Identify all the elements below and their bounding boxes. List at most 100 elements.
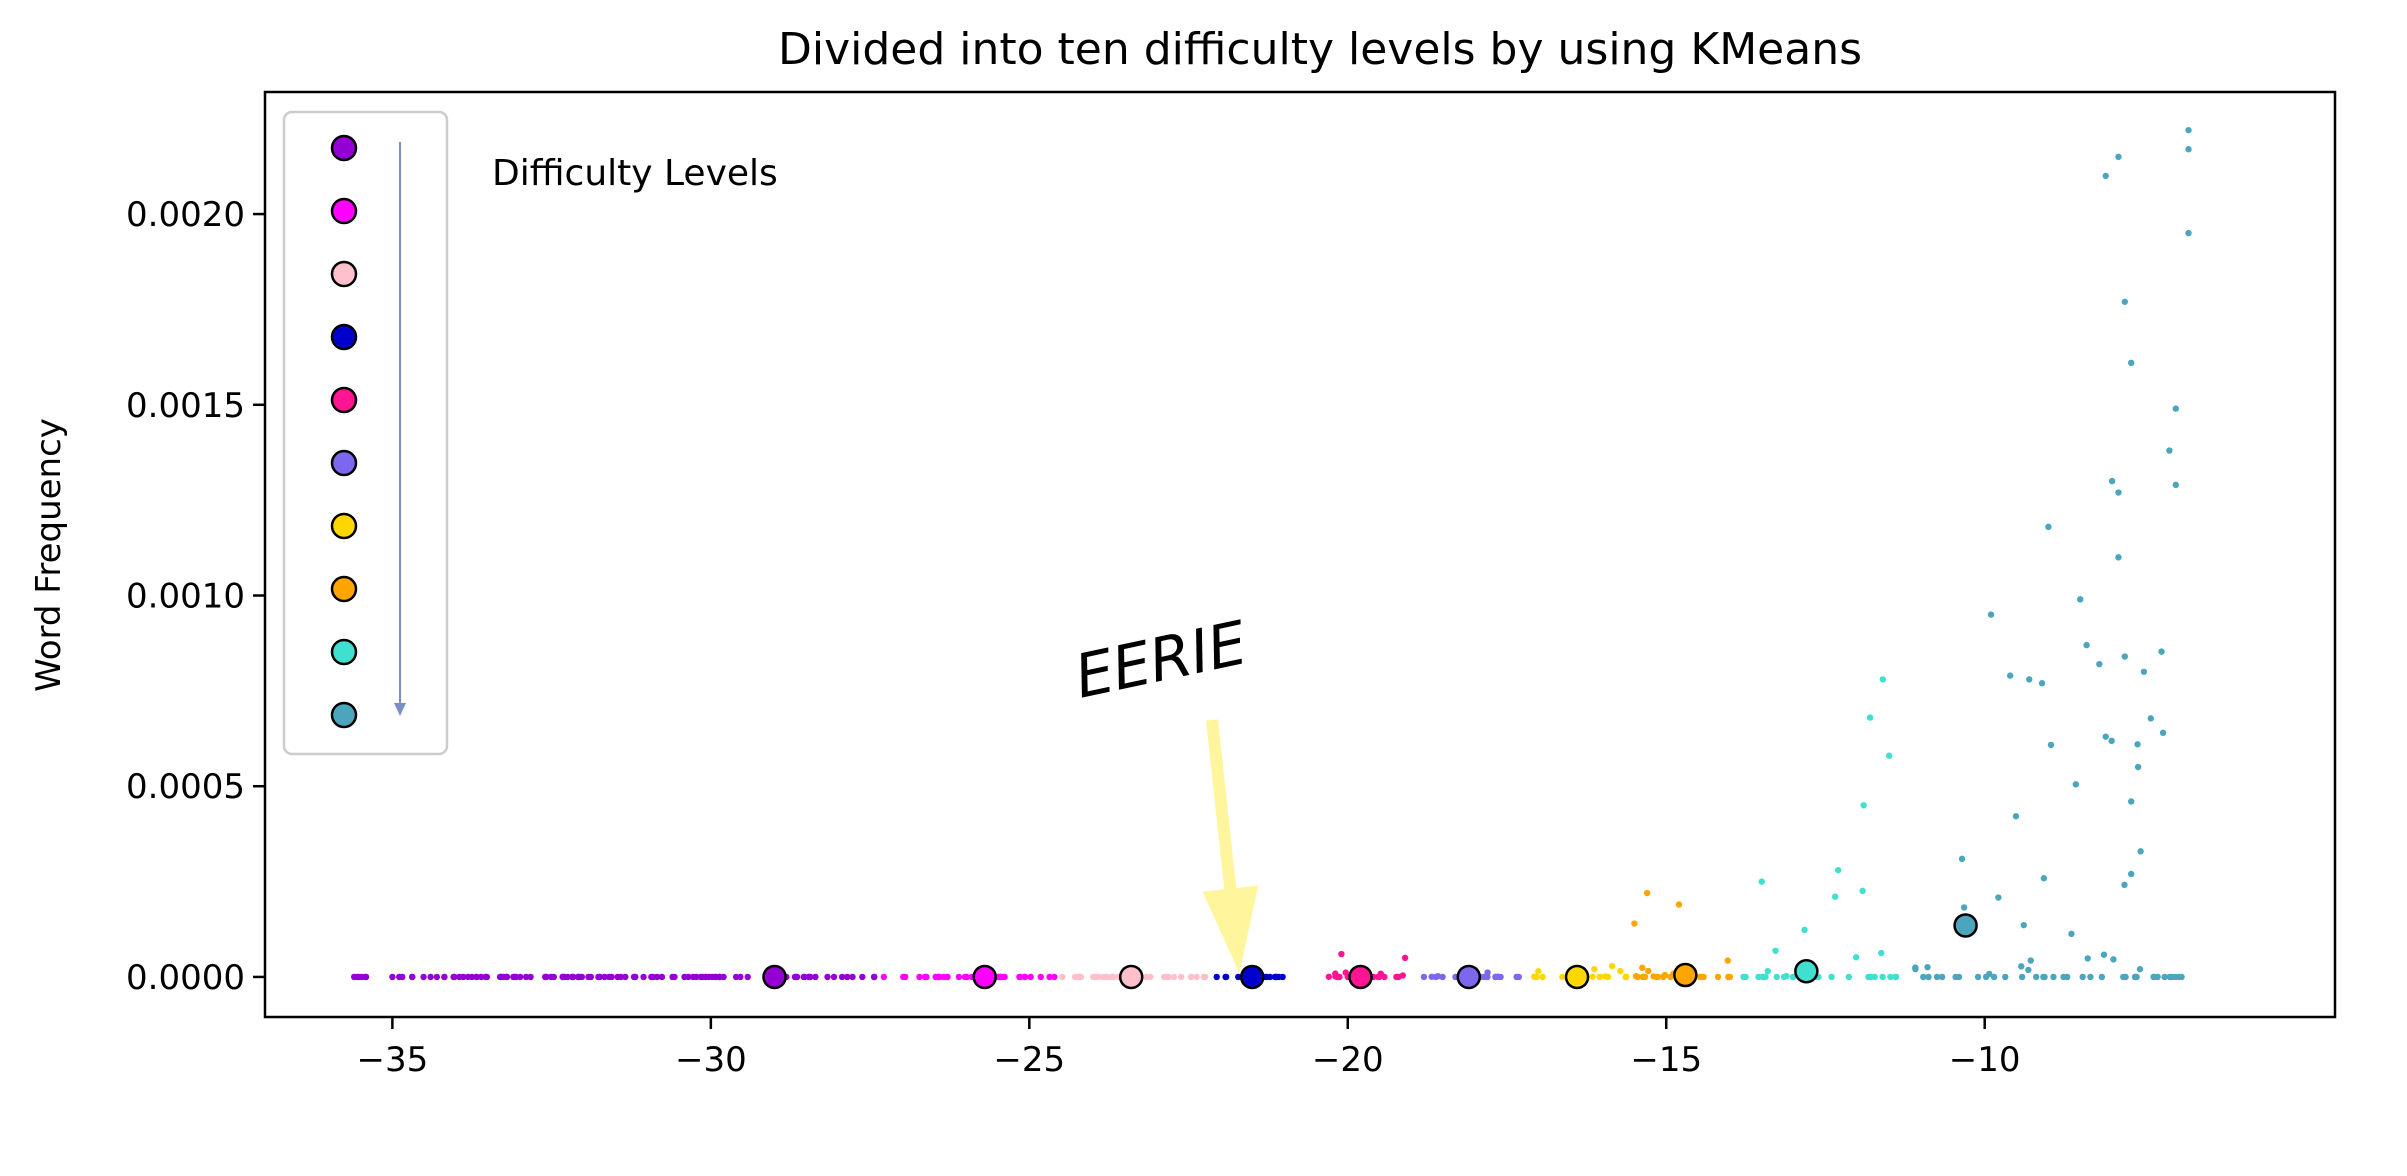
data-point xyxy=(1990,973,1998,981)
plot-area xyxy=(350,126,2192,990)
data-point xyxy=(640,973,647,981)
y-axis-ticks: 0.0000 0.0005 0.0010 0.0015 0.0020 xyxy=(126,195,265,998)
data-point xyxy=(1987,611,1995,618)
data-point xyxy=(961,973,969,981)
data-point xyxy=(2083,641,2090,649)
data-point xyxy=(669,973,676,981)
data-point xyxy=(2175,973,2183,981)
data-point xyxy=(2072,781,2080,788)
data-point xyxy=(2084,955,2091,962)
data-point xyxy=(408,973,416,981)
cluster-3 xyxy=(1059,973,1209,981)
legend-marker-5 xyxy=(330,386,358,414)
data-point xyxy=(1952,973,1959,981)
data-point xyxy=(1617,967,1624,975)
data-point xyxy=(2047,741,2055,749)
data-point xyxy=(2102,733,2109,740)
data-point xyxy=(1866,714,1874,721)
data-point xyxy=(1645,967,1652,975)
centroid-point xyxy=(1564,964,1590,990)
data-point xyxy=(512,973,520,981)
legend-markers xyxy=(330,134,358,729)
data-point xyxy=(1110,973,1117,981)
data-point xyxy=(1920,973,1927,981)
data-point xyxy=(1631,920,1638,927)
data-point xyxy=(2102,172,2109,180)
data-point xyxy=(1974,973,1982,981)
data-point xyxy=(2172,405,2179,412)
data-point xyxy=(561,973,568,981)
data-point xyxy=(1200,973,1208,981)
data-point xyxy=(396,973,404,981)
data-point xyxy=(1859,887,1866,895)
data-point xyxy=(1760,973,1768,981)
data-point xyxy=(2134,741,2141,748)
data-point xyxy=(1420,973,1428,981)
data-point xyxy=(522,973,530,981)
data-point xyxy=(2032,973,2040,981)
data-point xyxy=(1650,973,1657,980)
data-point xyxy=(1835,866,1842,874)
data-point xyxy=(1871,973,1878,981)
y-tick-label: 0.0020 xyxy=(126,195,245,235)
data-point xyxy=(1539,973,1546,981)
y-tick-label: 0.0015 xyxy=(126,386,245,426)
data-point xyxy=(1279,973,1286,981)
data-point xyxy=(2127,870,2135,878)
data-point xyxy=(807,973,814,981)
data-point xyxy=(2045,523,2052,531)
x-tick-label: −35 xyxy=(357,1040,429,1080)
data-point xyxy=(1193,973,1200,981)
x-tick-label: −20 xyxy=(1312,1040,1384,1080)
centroid-point xyxy=(1456,964,1482,990)
data-point xyxy=(1661,971,1669,979)
data-point xyxy=(658,973,666,981)
data-point xyxy=(1000,973,1007,981)
data-point xyxy=(2121,298,2129,305)
data-point xyxy=(2079,973,2086,981)
data-point xyxy=(649,973,657,981)
data-point xyxy=(1401,954,1409,962)
data-point xyxy=(2127,359,2135,367)
data-point xyxy=(838,973,846,981)
data-point xyxy=(812,973,819,981)
data-point xyxy=(350,973,358,981)
data-point xyxy=(934,973,942,981)
data-point xyxy=(2002,973,2009,981)
data-point xyxy=(1177,973,1185,981)
data-point xyxy=(2134,763,2142,771)
data-point xyxy=(1589,973,1596,980)
chart-title: Divided into ten difficulty levels by us… xyxy=(778,24,1862,75)
data-point xyxy=(1273,973,1280,981)
cluster-2 xyxy=(880,973,1058,981)
data-point xyxy=(2108,477,2116,485)
data-point xyxy=(1773,973,1780,981)
data-point xyxy=(2018,963,2025,970)
data-point xyxy=(503,973,511,981)
data-point xyxy=(1960,904,1968,911)
data-point xyxy=(2077,596,2084,603)
data-point xyxy=(601,973,608,981)
data-point xyxy=(427,973,434,981)
data-point xyxy=(1643,889,1651,897)
y-tick-label: 0.0005 xyxy=(126,767,245,807)
data-point xyxy=(697,973,704,981)
cluster-9 xyxy=(1740,676,1900,981)
data-point xyxy=(2166,973,2174,981)
data-point xyxy=(1925,973,1932,981)
annotation: EERIE xyxy=(1069,608,1259,974)
data-point xyxy=(1170,973,1178,981)
data-point xyxy=(1143,973,1150,981)
data-point xyxy=(441,973,448,981)
centroid-point xyxy=(1794,958,1819,984)
legend-marker-4 xyxy=(330,323,358,351)
data-point xyxy=(2136,965,2144,973)
data-point xyxy=(587,973,595,981)
cluster-1 xyxy=(350,973,878,981)
data-point xyxy=(1428,973,1435,980)
data-point xyxy=(2041,973,2048,981)
y-tick-label: 0.0000 xyxy=(126,958,245,998)
centroid-point xyxy=(972,964,997,990)
data-point xyxy=(800,973,807,981)
